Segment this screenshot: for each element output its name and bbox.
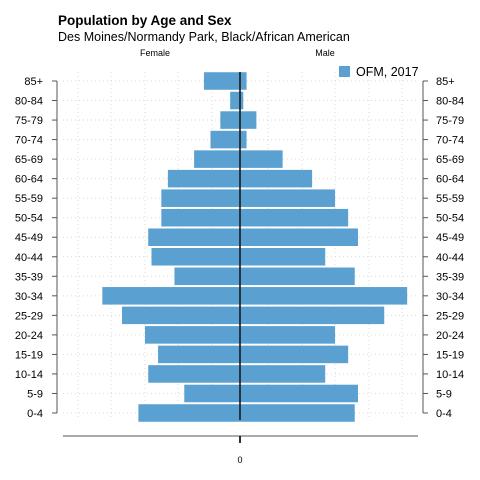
female-bar-45-49 (148, 228, 240, 246)
male-bar-85+ (240, 72, 247, 90)
y-tick-label-right: 15-19 (436, 349, 464, 361)
y-tick-label-left: 15-19 (15, 349, 43, 361)
y-tick-label-left: 80-84 (15, 96, 43, 108)
male-bar-45-49 (240, 228, 358, 246)
male-bar-70-74 (240, 130, 247, 149)
y-tick-label-right: 25-29 (436, 310, 464, 322)
y-tick-label-left: 85+ (24, 76, 43, 88)
y-tick-label-right: 0-4 (436, 408, 452, 420)
y-tick-label-left: 5-9 (27, 388, 43, 400)
female-bar-50-54 (161, 208, 240, 227)
y-tick-label-left: 45-49 (15, 232, 43, 244)
y-tick-label-left: 0-4 (27, 408, 43, 420)
y-tick-label-right: 5-9 (436, 388, 452, 400)
female-bar-65-69 (194, 150, 240, 168)
female-bar-15-19 (158, 345, 240, 364)
female-bar-40-44 (151, 248, 240, 266)
y-tick-label-left: 40-44 (15, 252, 43, 264)
y-tick-label-left: 75-79 (15, 115, 43, 127)
y-tick-label-left: 70-74 (15, 135, 43, 147)
y-tick-label-left: 20-24 (15, 330, 43, 342)
male-bar-10-14 (240, 365, 326, 383)
male-bar-80-84 (240, 91, 244, 110)
male-bar-25-29 (240, 306, 385, 325)
y-tick-label-left: 25-29 (15, 310, 43, 322)
female-bar-35-39 (174, 267, 240, 286)
male-bar-35-39 (240, 267, 355, 286)
legend-swatch (339, 66, 350, 77)
male-bar-5-9 (240, 384, 358, 403)
male-bar-60-64 (240, 169, 313, 188)
male-bar-65-69 (240, 150, 283, 168)
male-bar-75-79 (240, 111, 257, 129)
chart-subtitle: Des Moines/Normandy Park, Black/African … (58, 30, 350, 44)
female-group-label: Female (140, 48, 170, 58)
female-bar-5-9 (184, 384, 240, 403)
male-bar-30-34 (240, 287, 408, 305)
y-tick-label-left: 65-69 (15, 154, 43, 166)
male-group-label: Male (315, 48, 335, 58)
female-bar-0-4 (138, 404, 240, 422)
y-tick-label-left: 55-59 (15, 193, 43, 205)
y-tick-label-left: 50-54 (15, 213, 43, 225)
legend-label: OFM, 2017 (356, 65, 419, 79)
male-bar-55-59 (240, 189, 336, 207)
female-bar-25-29 (122, 306, 240, 325)
male-bar-20-24 (240, 326, 336, 344)
x-tick-label: 0 (237, 455, 242, 465)
male-bar-50-54 (240, 208, 349, 227)
female-bar-30-34 (102, 287, 240, 305)
male-bar-40-44 (240, 248, 326, 266)
y-tick-label-left: 60-64 (15, 174, 43, 186)
chart-title: Population by Age and Sex (58, 13, 232, 28)
y-tick-label-right: 40-44 (436, 252, 464, 264)
y-tick-label-left: 35-39 (15, 271, 43, 283)
y-tick-label-right: 45-49 (436, 232, 464, 244)
female-bar-85+ (203, 72, 240, 90)
female-bar-60-64 (167, 169, 240, 188)
y-tick-label-right: 80-84 (436, 96, 464, 108)
female-bar-55-59 (161, 189, 240, 207)
y-tick-label-right: 65-69 (436, 154, 464, 166)
y-tick-label-right: 30-34 (436, 291, 464, 303)
female-bar-75-79 (220, 111, 240, 129)
female-bar-10-14 (148, 365, 240, 383)
y-tick-label-right: 70-74 (436, 135, 464, 147)
female-bar-70-74 (210, 130, 240, 149)
female-bar-80-84 (230, 91, 240, 110)
y-tick-label-right: 55-59 (436, 193, 464, 205)
y-tick-label-left: 30-34 (15, 291, 43, 303)
female-bar-20-24 (144, 326, 240, 344)
y-tick-label-right: 50-54 (436, 213, 464, 225)
y-tick-label-right: 35-39 (436, 271, 464, 283)
y-tick-label-right: 85+ (436, 76, 455, 88)
y-tick-label-right: 60-64 (436, 174, 464, 186)
y-tick-label-right: 20-24 (436, 330, 464, 342)
y-tick-label-left: 10-14 (15, 369, 43, 381)
male-bar-15-19 (240, 345, 349, 364)
male-bar-0-4 (240, 404, 355, 422)
y-tick-label-right: 10-14 (436, 369, 464, 381)
y-tick-label-right: 75-79 (436, 115, 464, 127)
